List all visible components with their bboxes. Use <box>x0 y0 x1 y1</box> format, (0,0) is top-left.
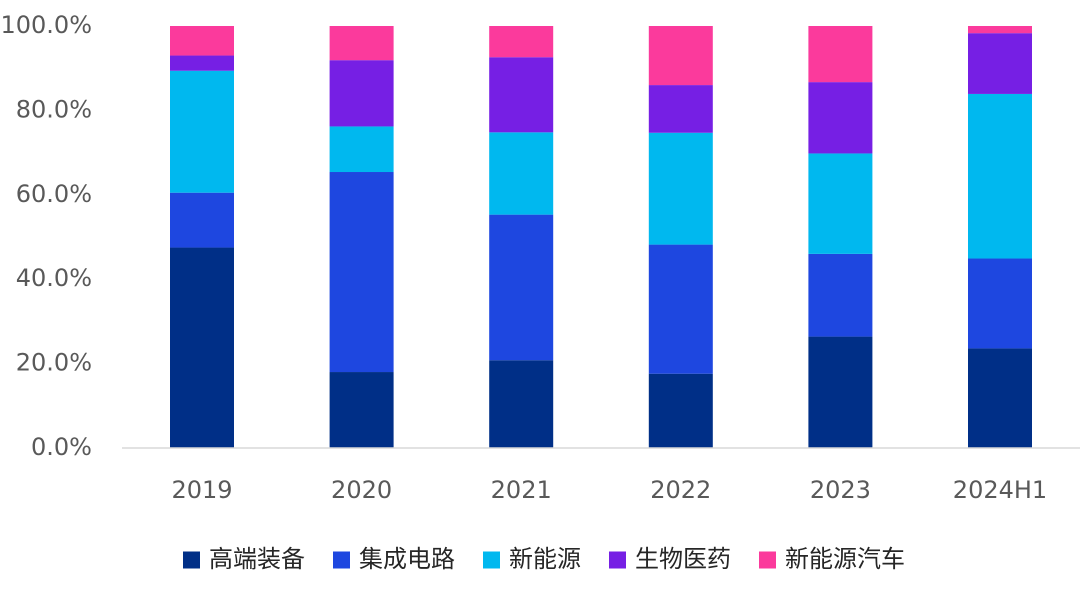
y-tick-label: 0.0% <box>31 433 92 461</box>
x-tick-label: 2019 <box>171 476 232 504</box>
legend-label: 新能源 <box>509 545 581 573</box>
bars <box>170 26 1032 448</box>
bar-stack <box>170 26 234 448</box>
bar-segment <box>329 372 394 448</box>
bar-segment <box>170 26 234 56</box>
bar-segment <box>170 70 234 193</box>
bar-segment <box>968 93 1032 259</box>
y-axis-labels: 0.0% 20.0% 40.0% 60.0% 80.0% 100.0% <box>0 11 92 461</box>
bar-stack <box>329 26 394 448</box>
legend-item: 高端装备 <box>183 545 305 573</box>
x-axis-labels: 2019 2020 2021 2022 2023 2024H1 <box>171 476 1047 504</box>
bar-stack <box>489 26 554 448</box>
bar-segment <box>329 60 394 127</box>
bar-segment <box>648 373 713 448</box>
bar-segment <box>968 258 1032 349</box>
bar-segment <box>648 85 713 133</box>
legend-item: 生物医药 <box>609 545 731 573</box>
y-tick-label: 20.0% <box>16 349 92 377</box>
bar-segment <box>489 214 554 361</box>
y-tick-label: 40.0% <box>16 264 92 292</box>
legend-label: 新能源汽车 <box>785 545 905 573</box>
bar-segment <box>489 132 554 215</box>
legend-swatch <box>333 551 350 569</box>
bar-stack <box>808 26 873 448</box>
bar-segment <box>170 247 234 448</box>
x-tick-label: 2021 <box>491 476 552 504</box>
bar-segment <box>170 192 234 248</box>
x-tick-label: 2024H1 <box>953 476 1047 504</box>
bar-segment <box>808 253 873 337</box>
bar-segment <box>489 360 554 448</box>
legend-label: 生物医药 <box>635 545 731 573</box>
bar-segment <box>808 82 873 154</box>
bar-segment <box>968 33 1032 94</box>
x-tick-label: 2023 <box>810 476 871 504</box>
bar-segment <box>329 26 394 61</box>
bar-segment <box>648 132 713 245</box>
bar-segment <box>648 26 713 86</box>
legend-swatch <box>759 551 776 569</box>
bar-segment <box>329 126 394 173</box>
legend-item: 新能源汽车 <box>759 545 905 573</box>
bar-segment <box>808 153 873 254</box>
legend-item: 集成电路 <box>333 545 455 573</box>
y-tick-label: 80.0% <box>16 95 92 123</box>
legend-label: 集成电路 <box>359 545 455 573</box>
bar-segment <box>489 57 554 133</box>
bar-segment <box>808 336 873 448</box>
legend-swatch <box>483 551 500 569</box>
bar-segment <box>489 26 554 58</box>
bar-segment <box>648 244 713 374</box>
bar-stack <box>968 26 1032 448</box>
legend-item: 新能源 <box>483 545 581 573</box>
bar-segment <box>170 55 234 71</box>
bar-stack <box>648 26 713 448</box>
y-tick-label: 100.0% <box>0 11 92 39</box>
bar-segment <box>329 172 394 373</box>
bar-segment <box>808 26 873 83</box>
legend: 高端装备 集成电路 新能源 生物医药 新能源汽车 <box>183 545 905 573</box>
bar-segment <box>968 26 1032 34</box>
bar-segment <box>968 348 1032 448</box>
legend-swatch <box>183 551 200 569</box>
legend-swatch <box>609 551 626 569</box>
y-tick-label: 60.0% <box>16 180 92 208</box>
x-tick-label: 2020 <box>331 476 392 504</box>
x-tick-label: 2022 <box>650 476 711 504</box>
legend-label: 高端装备 <box>209 545 305 573</box>
